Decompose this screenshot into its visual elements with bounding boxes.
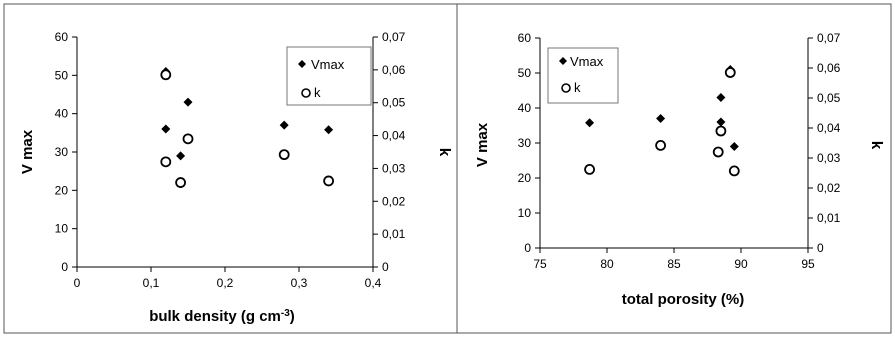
y-tick-label: 50 [55,68,69,82]
legend-left: Vmax k [286,46,372,106]
y2-axis-title-left: k [436,148,453,157]
y2-tick-label: 0,06 [382,63,406,77]
x-tick-label: 75 [533,257,547,271]
y-axis-title-left: V max [19,129,36,174]
legend-label-vmax: Vmax [311,57,345,72]
y2-tick-label: 0,07 [382,30,406,44]
x-axis-title-left: bulk density (g cm-3) [149,308,295,325]
k-point [712,146,724,158]
y-tick-label: 60 [55,30,69,44]
k-point [728,165,740,177]
right-panel-frame [456,3,892,334]
k-point [584,163,595,175]
k-point [323,175,335,187]
vmax-point [183,97,193,107]
y2-tick-label: 0 [382,260,389,274]
vmax-point [161,124,171,134]
y2-tick-label: 0,03 [817,151,841,165]
vmax-point [324,125,334,135]
legend-label-vmax: Vmax [570,54,604,69]
y-tick-label: 40 [518,101,532,115]
y-tick-label: 0 [524,241,531,255]
k-point [724,67,736,78]
y-tick-label: 10 [518,206,532,220]
x-tick-label: 90 [734,257,748,271]
x-tick-label: 0,2 [217,276,234,290]
legend-label-k: k [574,80,581,95]
x-tick-label: 95 [801,257,815,271]
legend-circle-marker [301,88,311,98]
y2-tick-label: 0,01 [382,227,406,241]
vmax-point [279,120,289,130]
y2-tick-label: 0,01 [817,211,841,225]
y-tick-label: 0 [61,260,68,274]
legend-label-k: k [314,85,321,100]
k-point [175,177,187,188]
legend-box [547,47,619,104]
k-point [715,125,727,137]
y2-tick-label: 0,03 [382,161,406,175]
legend-circle-marker [561,83,571,93]
x-tick-label: 85 [667,257,681,271]
y-tick-label: 20 [55,183,69,197]
y2-tick-label: 0,04 [382,129,406,143]
y-tick-label: 30 [518,136,532,150]
y2-tick-label: 0,02 [382,194,406,208]
vmax-point [656,114,666,123]
y-tick-label: 50 [518,66,532,80]
y-tick-label: 60 [518,31,532,45]
x-tick-label: 0,1 [143,276,160,290]
k-point [655,139,666,151]
vmax-point [716,93,726,102]
y2-tick-label: 0,02 [817,181,841,195]
vmax-point [729,142,739,151]
x-tick-label: 80 [600,257,614,271]
vmax-point [585,118,595,128]
k-point [278,149,290,161]
k-point [182,133,194,145]
k-point [160,69,172,81]
y2-tick-label: 0,05 [817,91,841,105]
y-tick-label: 40 [55,107,69,121]
y2-tick-label: 0 [817,241,824,255]
chart-total-porosity: 0 10 20 30 40 50 60 0 0,01 0,02 0,03 0,04 0,05 0,06 0,… [474,31,885,308]
y2-tick-label: 0,07 [817,31,841,45]
k-point [160,156,172,168]
vmax-point [716,117,726,127]
y2-tick-label: 0,04 [817,121,841,135]
y-tick-label: 20 [518,171,532,185]
vmax-point [176,151,186,161]
y-tick-label: 10 [55,222,69,236]
x-tick-label: 0 [74,276,81,290]
y2-tick-label: 0,06 [817,61,841,75]
legend-diamond-marker [559,57,567,65]
y-tick-label: 30 [55,145,69,159]
legend-box [286,46,372,106]
y2-tick-label: 0,05 [382,96,406,110]
x-tick-label: 0,4 [365,276,382,290]
legend-diamond-marker [298,60,306,68]
legend-right: Vmax k [547,47,619,104]
x-tick-label: 0,3 [291,276,308,290]
y2-axis-title-right: k [868,141,885,150]
x-axis-title-right: total porosity (%) [622,291,745,308]
y-axis-title-right: V max [474,122,491,167]
chart-bulk-density: 0 10 20 30 40 50 60 0 0,01 0,02 0,03 0,04 0,05 0,06 0,… [19,30,453,325]
